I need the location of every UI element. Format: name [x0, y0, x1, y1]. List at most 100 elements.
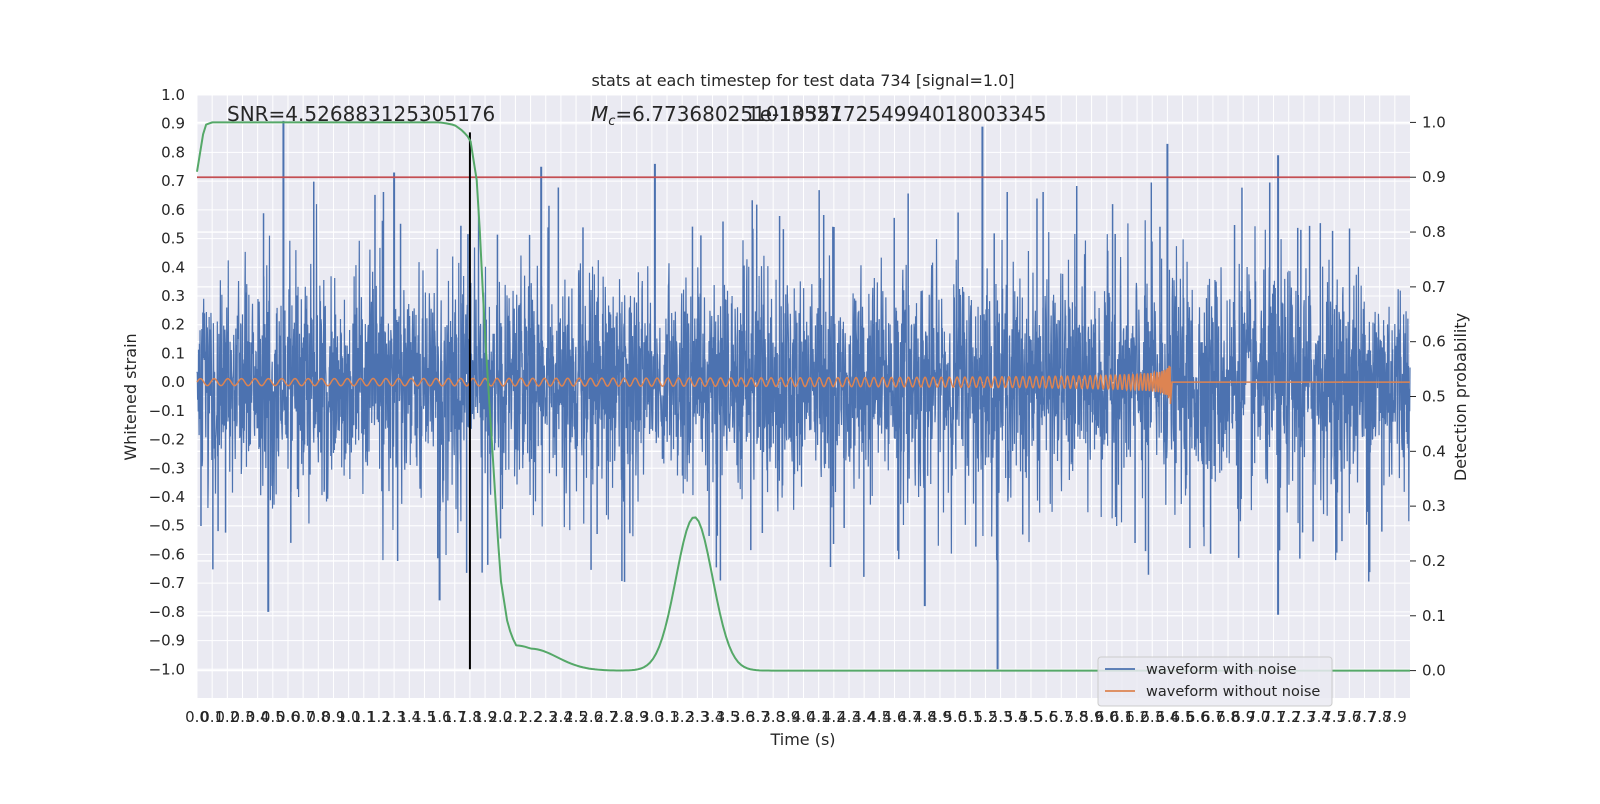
y-axis-right-ticks: 1.0 0.9 0.8 0.7 0.6 0.5 0.4 0.3 0.2 0.1 0.0: [1410, 113, 1446, 680]
x-tick-label: 4.5: [867, 708, 891, 726]
x-tick-label: 5.8: [1064, 708, 1088, 726]
x-tick-label: 3.3: [685, 708, 709, 726]
x-tick-label: 7.7: [1353, 708, 1377, 726]
x-tick-label: 1.9: [473, 708, 497, 726]
x-tick-label: 1.3: [382, 708, 406, 726]
x-tick-label: 6.7: [1201, 708, 1225, 726]
x-tick-label: 5.3: [989, 708, 1013, 726]
x-tick-label: 2.3: [534, 708, 558, 726]
x-tick-label: 2.0: [488, 708, 512, 726]
x-tick-label: 0.8: [306, 708, 330, 726]
y-left-tick-label: 0.5: [161, 230, 185, 248]
x-axis-label: Time (s): [769, 730, 835, 749]
x-tick-label: 2.6: [579, 708, 603, 726]
x-tick-label: 0.5: [261, 708, 285, 726]
x-tick-label: 5.4: [1004, 708, 1028, 726]
x-tick-label: 6.9: [1231, 708, 1255, 726]
y-left-tick-label: 1.0: [161, 86, 185, 104]
y-right-tick-label: 0.1: [1422, 607, 1446, 625]
x-tick-label: 1.4: [397, 708, 421, 726]
x-tick-label: 5.6: [1034, 708, 1058, 726]
y-left-tick-label: −0.8: [149, 603, 185, 621]
x-tick-label: 7.1: [1262, 708, 1286, 726]
snr-annotation: SNR=4.526883125305176: [227, 102, 495, 126]
y-left-tick-label: −1.0: [149, 660, 185, 678]
x-tick-label: 7.8: [1368, 708, 1392, 726]
overlay-lines: [197, 132, 1410, 670]
x-tick-label: 5.9: [1080, 708, 1104, 726]
x-tick-label: 3.6: [731, 708, 755, 726]
y-right-tick-label: 0.8: [1422, 223, 1446, 241]
x-tick-label: 2.5: [564, 708, 588, 726]
y-right-tick-label: 0.9: [1422, 168, 1446, 186]
legend-box: [1097, 656, 1333, 707]
x-tick-label: 0.2: [215, 708, 239, 726]
x-tick-label: 3.4: [701, 708, 725, 726]
x-tick-label: 0.4: [246, 708, 270, 726]
x-tick-label: 6.2: [1125, 708, 1149, 726]
x-tick-label: 6.8: [1216, 708, 1240, 726]
series-waveform-with-noise: [196, 120, 1411, 670]
x-tick-label: 7.9: [1383, 708, 1407, 726]
chirp-mass-annotation: Mc=6.773680251013527: [591, 102, 842, 129]
y-right-tick-label: 0.2: [1422, 552, 1446, 570]
y-right-tick-label: 0.5: [1422, 388, 1446, 406]
y-right-tick-label: 0.6: [1422, 333, 1446, 351]
noise-trace: [196, 204, 1411, 561]
x-tick-label: 6.3: [1140, 708, 1164, 726]
x-tick-label: 5.1: [958, 708, 982, 726]
x-axis-ticks: 0.00.10.20.30.40.50.60.70.80.91.01.11.21…: [185, 708, 1407, 726]
chirp-mass-symbol: M: [591, 102, 608, 126]
chirp-mass-value: =6.773680251013527: [615, 102, 842, 126]
y-left-tick-label: 0.8: [161, 143, 185, 161]
x-tick-label: 1.8: [458, 708, 482, 726]
y-left-tick-label: −0.5: [149, 517, 185, 535]
y-left-tick-label: 0.0: [161, 373, 185, 391]
x-tick-label: 6.1: [1110, 708, 1134, 726]
x-tick-label: 2.4: [549, 708, 573, 726]
legend-label-clean: waveform without noise: [1146, 684, 1320, 700]
x-tick-label: 1.0: [337, 708, 361, 726]
x-tick-label: 7.2: [1277, 708, 1301, 726]
x-tick-label: 7.3: [1292, 708, 1316, 726]
x-tick-label: 1.7: [443, 708, 467, 726]
x-tick-label: 0.1: [200, 708, 224, 726]
y-left-tick-label: 0.2: [161, 316, 185, 334]
x-tick-label: 3.7: [746, 708, 770, 726]
x-tick-label: 3.2: [670, 708, 694, 726]
x-tick-label: 3.9: [776, 708, 800, 726]
x-tick-label: 6.4: [1155, 708, 1179, 726]
x-tick-label: 0.9: [322, 708, 346, 726]
x-tick-label: 2.2: [519, 708, 543, 726]
y-left-tick-label: −0.3: [149, 459, 185, 477]
x-tick-label: 4.8: [913, 708, 937, 726]
x-tick-label: 4.3: [837, 708, 861, 726]
x-tick-label: 7.4: [1307, 708, 1331, 726]
legend: waveform with noise waveform without noi…: [1097, 656, 1333, 707]
y-right-tick-label: 0.7: [1422, 278, 1446, 296]
y-left-tick-label: 0.4: [161, 258, 185, 276]
y-left-tick-label: −0.9: [149, 632, 185, 650]
x-tick-label: 0.0: [185, 708, 209, 726]
y-left-tick-label: −0.2: [149, 431, 185, 449]
y-left-tick-label: 0.3: [161, 287, 185, 305]
y-left-tick-label: 0.1: [161, 344, 185, 362]
x-tick-label: 6.0: [1095, 708, 1119, 726]
chirp-mass-subscript: c: [608, 114, 615, 129]
x-tick-label: 2.7: [594, 708, 618, 726]
x-tick-label: 0.6: [276, 708, 300, 726]
x-tick-label: 4.0: [792, 708, 816, 726]
x-tick-label: 1.5: [413, 708, 437, 726]
overlap-annotation: 1e-1035172549940180033​45: [747, 102, 1046, 126]
x-tick-label: 5.2: [974, 708, 998, 726]
y-left-tick-label: −0.4: [149, 488, 185, 506]
x-tick-label: 7.5: [1322, 708, 1346, 726]
x-tick-label: 5.0: [943, 708, 967, 726]
x-tick-label: 2.9: [625, 708, 649, 726]
chart-title: stats at each timestep for test data 734…: [591, 71, 1014, 90]
x-tick-label: 3.8: [761, 708, 785, 726]
x-tick-label: 6.6: [1186, 708, 1210, 726]
x-tick-label: 2.8: [610, 708, 634, 726]
y-right-tick-label: 0.3: [1422, 497, 1446, 515]
